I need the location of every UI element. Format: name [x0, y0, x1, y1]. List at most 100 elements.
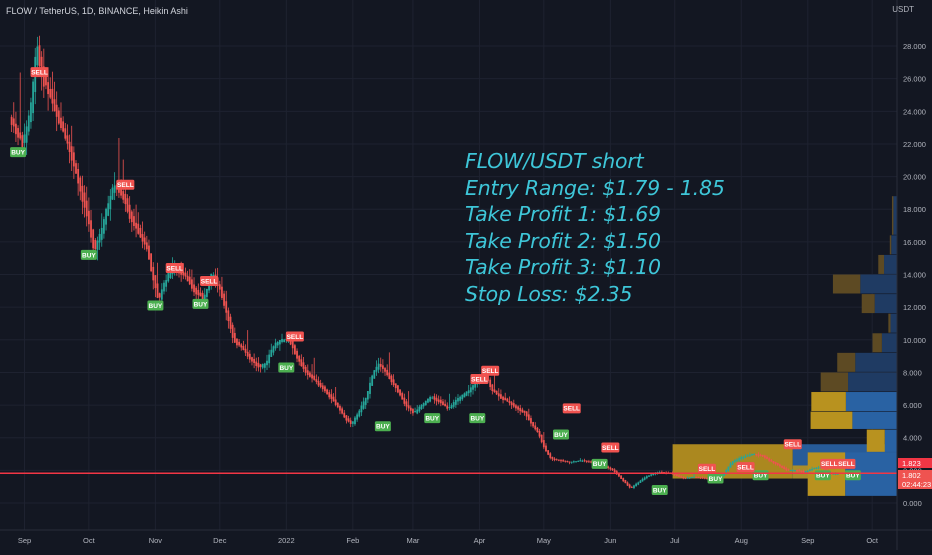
candle-body	[463, 393, 466, 398]
candle-body	[311, 374, 313, 379]
candle-body	[660, 471, 663, 473]
candle-body	[725, 469, 728, 475]
candle-body	[686, 477, 689, 479]
buy-label-box	[278, 362, 295, 373]
candle-body	[60, 117, 62, 129]
candle-body	[500, 394, 502, 399]
y-tick-label: 8.000	[903, 368, 922, 377]
candle-body	[699, 477, 702, 479]
candle-body	[351, 421, 354, 424]
candle-body	[139, 227, 142, 238]
x-tick-label: Mar	[406, 536, 419, 545]
candle-body	[620, 475, 622, 479]
candle-body	[641, 478, 644, 482]
sell-label-text: SELL	[471, 376, 488, 383]
sell-signal: SELL	[200, 276, 219, 287]
candle-body	[540, 434, 543, 443]
candle-body	[778, 464, 781, 467]
y-tick-label: 16.000	[903, 238, 926, 247]
candle-body	[366, 391, 369, 400]
candle-body	[188, 276, 191, 285]
buy-label-text: BUY	[425, 416, 439, 423]
candle-body	[409, 407, 412, 411]
candle-body	[51, 88, 54, 104]
buy-label-box	[591, 458, 608, 469]
candle-body	[791, 470, 794, 472]
candle-body	[628, 484, 631, 488]
candle-body	[566, 461, 569, 463]
candle-body	[68, 141, 71, 153]
candle-body	[309, 372, 311, 377]
candle-body	[626, 482, 629, 486]
candle-body	[703, 477, 706, 479]
candle-body	[581, 460, 584, 462]
y-tick-label: 6.000	[903, 401, 922, 410]
candle-body	[568, 461, 571, 463]
buy-signal: BUY	[424, 413, 441, 424]
annotation-line: Entry Range: $1.79 - 1.85	[465, 175, 725, 200]
buy-signal: BUY	[707, 473, 724, 484]
candle-body	[98, 233, 101, 243]
trade-annotation: FLOW/USDT short Entry Range: $1.79 - 1.8…	[465, 148, 725, 307]
candle-body	[521, 409, 524, 413]
candle-body	[652, 473, 655, 476]
candle-body	[635, 483, 638, 487]
sell-label-text: SELL	[699, 466, 716, 473]
buy-label-text: BUY	[279, 365, 293, 372]
buy-label-text: BUY	[816, 473, 830, 480]
buy-label-box	[553, 429, 569, 440]
candle-body	[244, 348, 247, 353]
candle-body	[75, 163, 77, 174]
candle-body	[744, 456, 747, 458]
buy-label-text: BUY	[754, 473, 768, 480]
candle-body	[293, 345, 296, 355]
candle-body	[83, 192, 86, 208]
candle-body	[223, 293, 225, 306]
candle-body	[403, 397, 406, 404]
signal-labels: BUY BUY BUY BUY BUY BUY BUY BUY BUY BUY BUY BUY BUY B…	[10, 67, 861, 495]
buy-signal: BUY	[374, 421, 391, 432]
profile-bar-up	[878, 254, 885, 274]
candle-body	[377, 363, 380, 370]
buy-label-text: BUY	[653, 487, 667, 494]
annotation-line: Stop Loss: $2.35	[465, 281, 633, 306]
candle-body	[776, 463, 779, 466]
candle-body	[570, 461, 573, 463]
candle-body	[431, 397, 434, 399]
candle-body	[306, 370, 309, 376]
sell-label-text: SELL	[166, 265, 183, 272]
candle-body	[23, 134, 26, 143]
candle-body	[30, 102, 32, 123]
x-tick-label: Aug	[735, 536, 748, 545]
candle-body	[804, 471, 807, 473]
candle-body	[751, 453, 753, 456]
y-tick-label: 26.000	[903, 75, 926, 84]
sell-label-box	[30, 67, 49, 78]
candle-body	[609, 467, 612, 470]
candle-body	[519, 407, 522, 412]
candle-body	[341, 408, 344, 414]
candle-body	[319, 382, 322, 387]
candle-body	[291, 340, 294, 349]
candle-body	[272, 346, 275, 353]
x-tick-label: May	[537, 536, 551, 545]
candle-body	[768, 458, 771, 461]
buy-label-text: BUY	[470, 416, 484, 423]
candle-body	[766, 456, 768, 459]
candle-body	[240, 344, 243, 348]
candle-body	[733, 460, 736, 463]
candle-body	[154, 275, 157, 289]
sell-label-box	[470, 373, 489, 384]
candle-body	[590, 461, 592, 463]
candle-body	[611, 468, 614, 471]
candle-body	[360, 405, 363, 413]
candle-body	[525, 411, 528, 417]
candle-body	[789, 469, 792, 471]
candle-body	[572, 461, 575, 463]
price-tag-current: 1.802	[902, 471, 921, 480]
price-tag-upper-bg	[898, 458, 932, 468]
candle-body	[79, 177, 82, 192]
x-tick-label: Sep	[18, 536, 31, 545]
